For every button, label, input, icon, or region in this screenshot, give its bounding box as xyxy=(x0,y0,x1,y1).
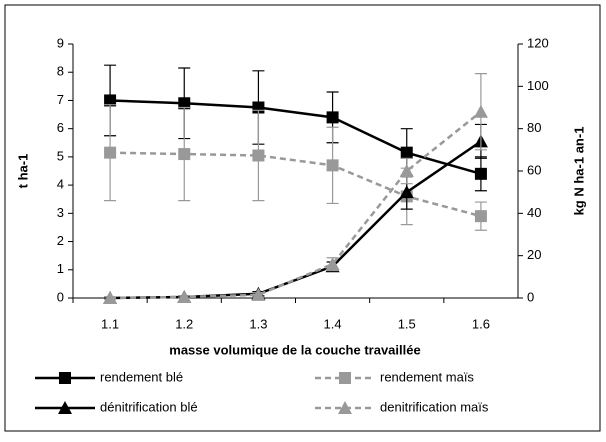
y2-tick-label: 0 xyxy=(527,289,534,304)
point xyxy=(474,167,487,180)
point xyxy=(178,148,191,161)
legend-label: denitrification maïs xyxy=(380,399,489,414)
series-line xyxy=(110,151,482,218)
legend-marker xyxy=(59,372,71,384)
point xyxy=(326,111,339,124)
point xyxy=(177,289,192,303)
legend-label: rendement maïs xyxy=(380,369,474,384)
point xyxy=(399,164,414,177)
series-line xyxy=(110,99,482,176)
point xyxy=(399,185,414,199)
x-axis-title: masse volumique de la couche travaillée xyxy=(169,342,420,357)
legend-marker xyxy=(338,401,352,414)
y-tick-label: 2 xyxy=(57,233,64,248)
y2-tick-label: 60 xyxy=(527,162,541,177)
legend-label: rendement blé xyxy=(100,369,183,384)
y-tick-label: 7 xyxy=(57,92,64,107)
y-tick-label: 8 xyxy=(57,64,64,79)
legend-marker xyxy=(58,401,72,414)
y2-axis-title: kg N ha-1 an-1 xyxy=(571,127,586,216)
y-axis-title: t ha-1 xyxy=(15,154,30,189)
point xyxy=(104,146,117,159)
y2-tick-label: 20 xyxy=(527,247,541,262)
x-tick-label: 1.5 xyxy=(398,316,416,331)
y2-tick-label: 80 xyxy=(527,120,541,135)
y-tick-label: 4 xyxy=(57,177,64,192)
legend-label: dénitrification blé xyxy=(100,399,198,414)
x-tick-label: 1.4 xyxy=(324,316,342,331)
point xyxy=(104,94,117,107)
x-tick-label: 1.2 xyxy=(175,316,193,331)
point xyxy=(251,287,266,301)
point xyxy=(326,159,339,172)
point xyxy=(400,146,413,159)
frame xyxy=(4,4,601,432)
point xyxy=(474,210,487,223)
y2-tick-label: 40 xyxy=(527,205,541,220)
y-tick-label: 1 xyxy=(57,261,64,276)
y-tick-label: 6 xyxy=(57,120,64,135)
x-tick-label: 1.1 xyxy=(101,316,119,331)
y-tick-label: 3 xyxy=(57,205,64,220)
y2-tick-label: 120 xyxy=(527,35,549,50)
series-line xyxy=(110,110,482,300)
point xyxy=(252,149,265,162)
x-tick-label: 1.3 xyxy=(249,316,267,331)
y-tick-label: 9 xyxy=(57,35,64,50)
point xyxy=(325,257,340,271)
x-tick-label: 1.6 xyxy=(472,316,490,331)
y2-tick-label: 100 xyxy=(527,78,549,93)
y-tick-label: 5 xyxy=(57,148,64,163)
point xyxy=(178,97,191,110)
y-tick-label: 0 xyxy=(57,289,64,304)
point xyxy=(103,291,118,304)
legend-marker xyxy=(339,372,351,384)
point xyxy=(473,104,488,118)
